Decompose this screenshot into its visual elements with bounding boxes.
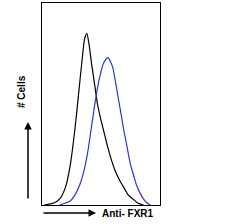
svg-text:# Cells: # Cells — [16, 75, 27, 108]
svg-text:Anti- FXR1: Anti- FXR1 — [102, 208, 154, 219]
